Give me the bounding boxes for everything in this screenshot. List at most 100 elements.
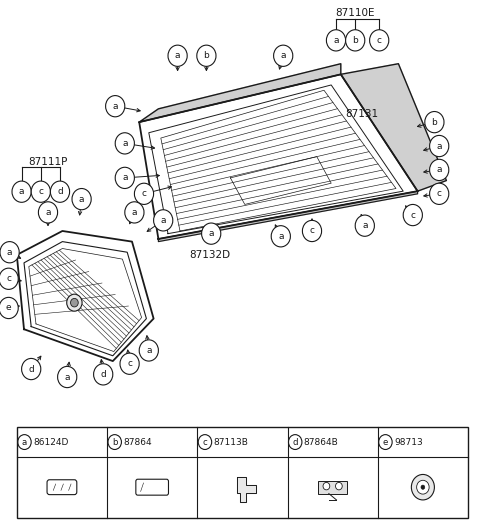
Circle shape — [0, 297, 18, 319]
Text: c: c — [6, 275, 11, 283]
Circle shape — [94, 364, 113, 385]
Circle shape — [115, 133, 134, 154]
Text: 87111P: 87111P — [28, 157, 68, 167]
Text: a: a — [208, 229, 214, 238]
Polygon shape — [237, 477, 256, 502]
Text: a: a — [112, 102, 118, 110]
Text: 87864B: 87864B — [304, 438, 338, 447]
Text: 87110E: 87110E — [336, 8, 375, 18]
Polygon shape — [29, 249, 142, 352]
Text: a: a — [436, 142, 442, 150]
Circle shape — [125, 202, 144, 223]
Text: c: c — [203, 438, 207, 447]
Circle shape — [323, 482, 330, 490]
Circle shape — [0, 242, 19, 263]
Text: a: a — [436, 166, 442, 174]
Circle shape — [50, 181, 70, 202]
Circle shape — [139, 340, 158, 361]
Circle shape — [370, 30, 389, 51]
Circle shape — [274, 45, 293, 66]
Circle shape — [58, 366, 77, 388]
Circle shape — [12, 181, 31, 202]
Text: d: d — [28, 365, 34, 373]
Text: a: a — [79, 195, 84, 203]
Text: b: b — [204, 52, 209, 60]
Polygon shape — [17, 231, 154, 361]
Text: d: d — [100, 370, 106, 379]
Text: 87864: 87864 — [123, 438, 152, 447]
Circle shape — [71, 298, 78, 307]
Text: a: a — [132, 208, 137, 217]
Circle shape — [346, 30, 365, 51]
Circle shape — [425, 112, 444, 133]
Text: a: a — [122, 174, 128, 182]
Text: a: a — [278, 232, 284, 241]
Circle shape — [430, 135, 449, 157]
Circle shape — [168, 45, 187, 66]
Circle shape — [411, 475, 434, 500]
Text: c: c — [142, 190, 146, 198]
Text: e: e — [6, 304, 12, 312]
Circle shape — [154, 210, 173, 231]
Text: d: d — [57, 187, 63, 196]
Text: a: a — [19, 187, 24, 196]
Circle shape — [197, 45, 216, 66]
Circle shape — [271, 226, 290, 247]
Text: c: c — [437, 190, 442, 198]
Text: c: c — [310, 227, 314, 235]
Text: a: a — [333, 36, 339, 45]
Circle shape — [421, 485, 425, 490]
Text: a: a — [64, 373, 70, 381]
Circle shape — [120, 353, 139, 374]
Circle shape — [355, 215, 374, 236]
Circle shape — [198, 434, 212, 449]
Text: a: a — [122, 139, 128, 148]
Text: c: c — [38, 187, 43, 196]
Text: c: c — [377, 36, 382, 45]
Circle shape — [430, 183, 449, 204]
Text: a: a — [175, 52, 180, 60]
Polygon shape — [158, 191, 418, 242]
Text: a: a — [146, 346, 152, 355]
Text: 98713: 98713 — [394, 438, 423, 447]
Text: e: e — [383, 438, 388, 447]
Circle shape — [31, 181, 50, 202]
Circle shape — [302, 220, 322, 242]
Text: b: b — [432, 118, 437, 126]
Text: c: c — [410, 211, 415, 219]
Circle shape — [336, 482, 342, 490]
Polygon shape — [24, 242, 146, 356]
Circle shape — [288, 434, 302, 449]
Circle shape — [72, 189, 91, 210]
Circle shape — [22, 358, 41, 380]
Text: a: a — [160, 216, 166, 225]
Circle shape — [202, 223, 221, 244]
Circle shape — [134, 183, 154, 204]
Text: a: a — [7, 248, 12, 256]
Circle shape — [326, 30, 346, 51]
Text: c: c — [127, 359, 132, 368]
Circle shape — [67, 294, 82, 311]
Circle shape — [18, 434, 31, 449]
Polygon shape — [341, 64, 446, 191]
Circle shape — [417, 480, 429, 494]
Circle shape — [115, 167, 134, 189]
Text: 86124D: 86124D — [33, 438, 69, 447]
Text: a: a — [45, 208, 51, 217]
Text: 87132D: 87132D — [190, 250, 231, 260]
Circle shape — [106, 96, 125, 117]
Circle shape — [38, 202, 58, 223]
Text: 87131: 87131 — [346, 109, 379, 119]
Text: a: a — [280, 52, 286, 60]
Text: b: b — [352, 36, 358, 45]
Circle shape — [0, 268, 18, 289]
Text: d: d — [292, 438, 298, 447]
FancyBboxPatch shape — [318, 481, 347, 494]
Circle shape — [430, 159, 449, 181]
Text: 87113B: 87113B — [214, 438, 249, 447]
Polygon shape — [139, 64, 341, 122]
Circle shape — [403, 204, 422, 226]
Text: b: b — [112, 438, 118, 447]
Text: a: a — [362, 221, 368, 230]
Circle shape — [379, 434, 392, 449]
